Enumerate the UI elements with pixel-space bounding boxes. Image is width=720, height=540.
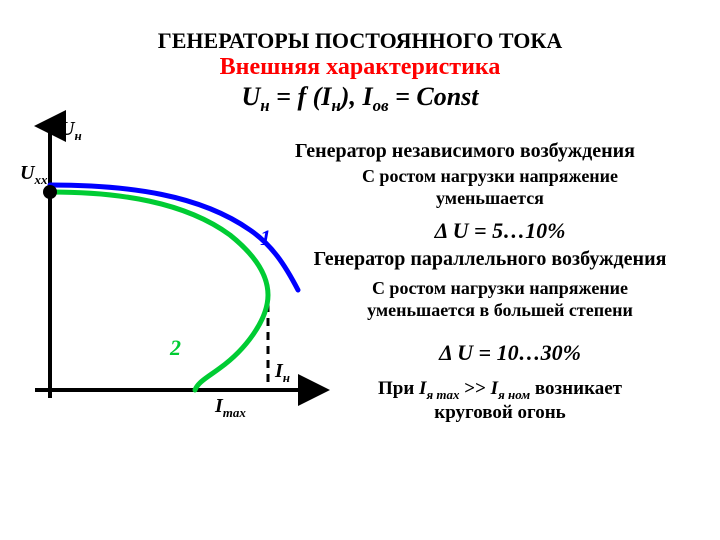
generator-1-desc-a: С ростом нагрузки напряжение — [280, 166, 700, 187]
generator-2-desc-b: уменьшается в большей степени — [290, 300, 710, 321]
note-i2: I — [491, 378, 498, 399]
imax-label: Imax — [215, 395, 246, 421]
external-characteristic-chart: Uн Uxx Iн Imax 1 2 — [20, 120, 320, 420]
note-suffix: возникает — [530, 378, 622, 399]
note-sub1: я max — [426, 387, 459, 402]
slide-root: ГЕНЕРАТОРЫ ПОСТОЯННОГО ТОКА Внешняя хара… — [0, 0, 720, 540]
x-axis-label: Iн — [275, 360, 290, 386]
fire-note-line-2: круговой огонь — [290, 402, 710, 424]
delta-u-2: Δ U = 10…30% — [340, 340, 680, 366]
note-prefix: При — [378, 378, 419, 399]
title-line-1: ГЕНЕРАТОРЫ ПОСТОЯННОГО ТОКА — [0, 28, 720, 54]
curve-2-label: 2 — [170, 335, 181, 361]
generator-2-heading: Генератор параллельного возбуждения — [260, 248, 720, 271]
main-formula: Uн = f (Iн), Iов = Const — [0, 82, 720, 116]
note-mid: >> — [460, 378, 491, 399]
title-line-2: Внешняя характеристика — [0, 54, 720, 81]
generator-1-desc-b: уменьшается — [280, 188, 700, 209]
delta-u-1: Δ U = 5…10% — [320, 218, 680, 244]
curve-1-label: 1 — [260, 225, 271, 251]
uxx-label: Uxx — [20, 162, 47, 188]
fire-note-line-1: При Iя max >> Iя ном возникает — [290, 378, 710, 403]
generator-2-desc-a: С ростом нагрузки напряжение — [290, 278, 710, 299]
note-sub2: я ном — [498, 387, 530, 402]
y-axis-label: Uн — [60, 118, 82, 144]
